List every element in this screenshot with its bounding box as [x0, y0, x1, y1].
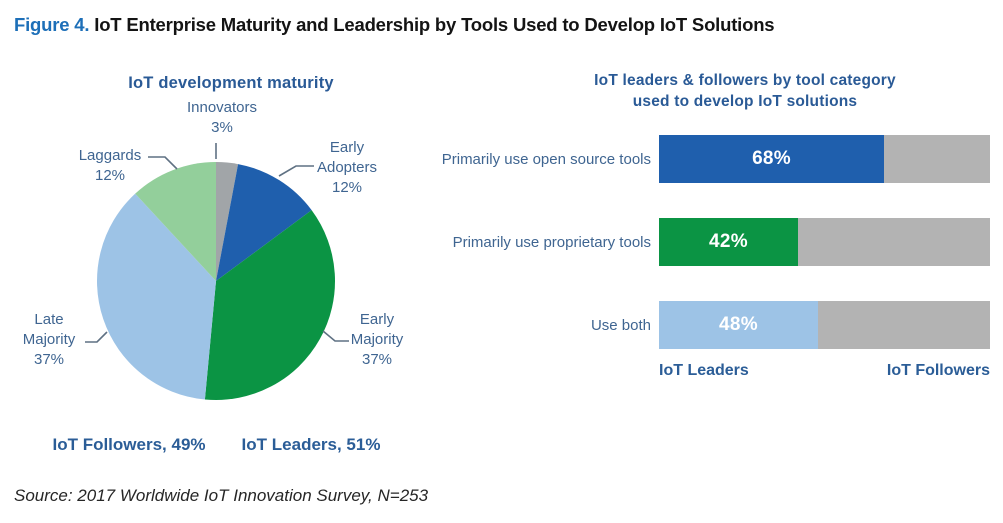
bar-fill: 68%	[659, 135, 885, 183]
leader-line-early-majority	[322, 330, 349, 342]
bar-row-open-source: Primarily use open source tools 68%	[430, 135, 1003, 183]
source-note: Source: 2017 Worldwide IoT Innovation Su…	[14, 486, 429, 505]
pie-slice-innovators	[216, 162, 239, 281]
leader-line-early-adopters	[278, 165, 314, 177]
bar-value-label: 42%	[709, 231, 748, 252]
bar-fill: 48%	[659, 301, 818, 349]
bar-row-proprietary: Primarily use proprietary tools 42%	[430, 218, 1003, 266]
bar-chart-title: IoT leaders & followers by tool category…	[594, 72, 896, 110]
figure-title-text: IoT Enterprise Maturity and Leadership b…	[89, 14, 775, 35]
bar-category-label: Use both	[590, 316, 651, 334]
pie-slice-late-majority	[97, 193, 216, 400]
leader-line-late-majority	[85, 331, 108, 343]
bar-category-label: Primarily use open source tools	[441, 150, 651, 168]
leader-lines	[85, 143, 349, 343]
pie-label-late-majority: Late Majority 37%	[22, 311, 76, 368]
bar-track: 42%	[659, 218, 990, 266]
bar-fill: 42%	[659, 218, 799, 266]
pie-label-early-adopters: Early Adopters 12%	[316, 139, 378, 196]
bar-value-label: 68%	[752, 148, 791, 169]
bar-row-use-both: Use both 48%	[430, 301, 1003, 349]
pie-footer-leaders: IoT Leaders, 51%	[241, 435, 381, 454]
bar-track: 48%	[659, 301, 990, 349]
pie-label-early-majority: Early Majority 37%	[350, 311, 404, 368]
bar-category-label: Primarily use proprietary tools	[452, 233, 651, 251]
pie-slice-early-majority	[204, 210, 336, 400]
figure-title: Figure 4. IoT Enterprise Maturity and Le…	[14, 14, 994, 36]
figure-number: Figure 4.	[14, 14, 90, 35]
bar-axis-label-followers: IoT Followers	[886, 362, 990, 379]
bar-chart-section: IoT leaders & followers by tool category…	[430, 60, 1003, 470]
pie-chart-title: IoT development maturity	[128, 74, 334, 92]
pie-label-laggards: Laggards 12%	[78, 147, 142, 184]
pie-slice-laggards	[135, 162, 216, 281]
bar-axis-label-leaders: IoT Leaders	[659, 362, 749, 379]
pie-chart-section: IoT development maturity Innovators 3% E…	[0, 60, 455, 470]
leader-line-laggards	[148, 156, 178, 170]
bar-value-label: 48%	[718, 314, 758, 335]
pie-label-innovators: Innovators 3%	[186, 99, 258, 136]
bar-track: 68%	[659, 135, 990, 183]
pie-footer-followers: IoT Followers, 49%	[52, 435, 206, 454]
pie-graphic	[85, 143, 349, 400]
pie-slice-early-adopters	[216, 164, 312, 281]
